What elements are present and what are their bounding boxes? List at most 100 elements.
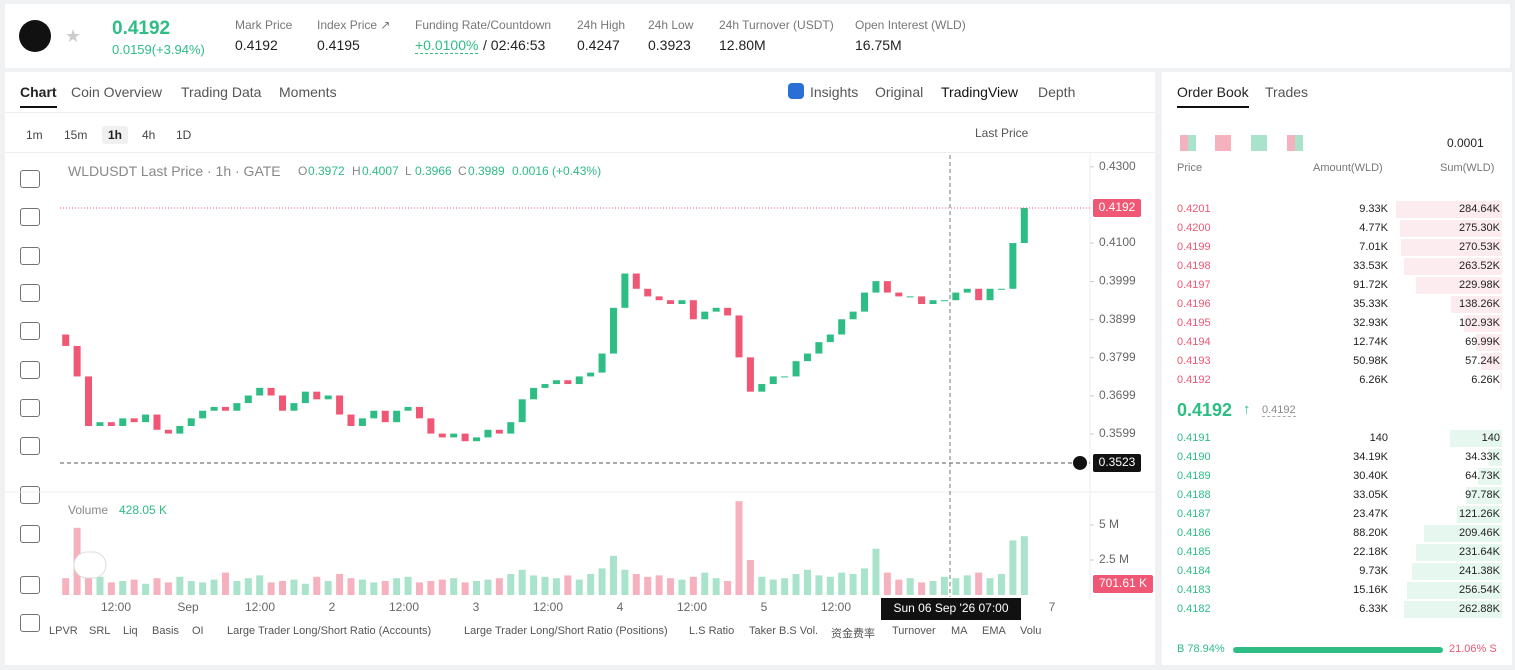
indicator-item[interactable]: OI <box>192 625 204 637</box>
candle <box>279 395 287 411</box>
chart-tab[interactable]: Coin Overview <box>71 84 163 100</box>
ai-icon <box>788 83 804 99</box>
view-tab[interactable]: Insights <box>810 84 859 100</box>
chart-tab[interactable]: Chart <box>20 84 57 108</box>
chart-tab[interactable]: Trading Data <box>181 84 262 100</box>
indicator-item[interactable]: Taker B.S Vol. <box>749 625 819 637</box>
volume-bar <box>199 582 207 595</box>
depth-bar <box>1465 487 1502 504</box>
legend-ohlc: C <box>458 164 467 178</box>
interval-button[interactable]: 4h <box>142 128 156 142</box>
ob-amount: 15.16K <box>1353 584 1388 596</box>
candle <box>849 311 857 320</box>
volume-bar <box>142 583 150 595</box>
candle <box>552 380 560 385</box>
x-tick-label: 3 <box>473 600 480 614</box>
indicator-item[interactable]: Large Trader Long/Short Ratio (Positions… <box>464 625 668 637</box>
volume-bar <box>279 581 287 595</box>
candle <box>164 429 172 434</box>
x-tick-label: 12:00 <box>245 600 275 614</box>
indicator-item[interactable]: EMA <box>982 625 1006 637</box>
candle <box>438 433 446 438</box>
tool-button[interactable] <box>20 576 40 594</box>
indicator-item[interactable]: Turnover <box>892 625 936 637</box>
indicator-item[interactable]: Large Trader Long/Short Ratio (Accounts) <box>227 625 432 637</box>
candle <box>142 414 150 423</box>
tool-button[interactable] <box>20 614 40 632</box>
tool-button[interactable] <box>20 486 40 504</box>
indicator-item[interactable]: Basis <box>152 625 179 637</box>
tool-button[interactable] <box>20 525 40 543</box>
ob-view-button[interactable] <box>1287 135 1303 151</box>
x-tick-label: 12:00 <box>389 600 419 614</box>
depth-bar <box>1463 315 1502 332</box>
ob-view-button[interactable] <box>1180 135 1196 151</box>
candle <box>986 288 994 301</box>
indicator-item[interactable]: MA <box>951 625 968 637</box>
tool-button[interactable] <box>20 208 40 226</box>
volume-bar <box>826 576 834 595</box>
ob-amount: 91.72K <box>1353 279 1388 291</box>
stat-label: 24h High <box>577 18 626 32</box>
indicator-item[interactable]: SRL <box>89 625 111 637</box>
candle <box>301 391 309 404</box>
volume-tick-label: 2.5 M <box>1099 552 1129 566</box>
ob-view-button[interactable] <box>1215 135 1231 151</box>
candle <box>872 281 880 293</box>
volume-tick-label: 5 M <box>1099 517 1119 531</box>
indicator-item[interactable]: Liq <box>123 625 138 637</box>
volume-bar <box>644 576 652 595</box>
indicator-item[interactable]: L.S Ratio <box>689 625 735 637</box>
ob-tab[interactable]: Trades <box>1265 84 1309 100</box>
indicator-item[interactable]: 资金费率 <box>831 628 875 640</box>
ob-view-button[interactable] <box>1251 135 1267 151</box>
chart: 0.4300 0.4100 0.3999 0.3899 0.3799 0.3699 0.35… <box>5 153 1155 620</box>
candle <box>781 376 789 378</box>
volume-bar <box>929 581 937 595</box>
volume-bar <box>712 578 720 595</box>
ob-amount: 35.33K <box>1353 298 1388 310</box>
ob-mark: 0.4192 <box>1262 404 1296 417</box>
interval-button[interactable]: 1h <box>102 126 129 144</box>
view-tab[interactable]: Depth <box>1038 84 1076 100</box>
volume-bar <box>244 578 252 595</box>
candle <box>507 422 515 434</box>
volume-bar <box>62 578 70 595</box>
crosshair-tag-label: 0.3523 <box>1099 455 1136 469</box>
volume-legend-value: 428.05 K <box>119 503 168 517</box>
interval-button[interactable]: 15m <box>64 128 88 142</box>
tool-button[interactable] <box>20 322 40 340</box>
tool-button[interactable] <box>20 361 40 379</box>
candle <box>906 296 914 298</box>
candle <box>85 376 93 426</box>
tool-button[interactable] <box>20 247 40 265</box>
volume-bar <box>130 579 138 595</box>
ob-sum: 140 <box>1481 432 1500 444</box>
ob-amount: 140 <box>1369 432 1388 444</box>
indicator-item[interactable]: Volu <box>1020 625 1042 637</box>
y-tick-label: 0.3699 <box>1099 388 1136 402</box>
crosshair-tag <box>1093 453 1141 472</box>
tool-button[interactable] <box>20 437 40 455</box>
last-price: 0.4192 <box>112 18 171 39</box>
favorite-star[interactable]: ★ <box>65 26 82 46</box>
volume-bar <box>575 579 583 595</box>
last-price-tag-label: 0.4192 <box>1099 200 1136 214</box>
volume-bar <box>883 572 891 595</box>
view-tab[interactable]: Original <box>875 84 924 100</box>
ob-amount: 30.40K <box>1353 470 1388 482</box>
stat-value: +0.0100% <box>415 37 479 54</box>
ob-price: 0.4200 <box>1177 222 1211 234</box>
view-tab[interactable]: TradingView <box>941 84 1019 100</box>
interval-button[interactable]: 1D <box>176 128 192 142</box>
tool-button[interactable] <box>20 399 40 417</box>
ob-sum: 64.73K <box>1465 470 1500 482</box>
interval-button[interactable]: 1m <box>26 128 43 142</box>
chart-tab[interactable]: Moments <box>279 84 337 100</box>
tool-button[interactable] <box>20 284 40 302</box>
stat-label: 24h Turnover (USDT) <box>719 18 834 32</box>
tool-button[interactable] <box>20 170 40 188</box>
ob-tab[interactable]: Order Book <box>1177 84 1249 108</box>
indicator-item[interactable]: LPVR <box>49 625 78 637</box>
candle <box>415 406 423 419</box>
